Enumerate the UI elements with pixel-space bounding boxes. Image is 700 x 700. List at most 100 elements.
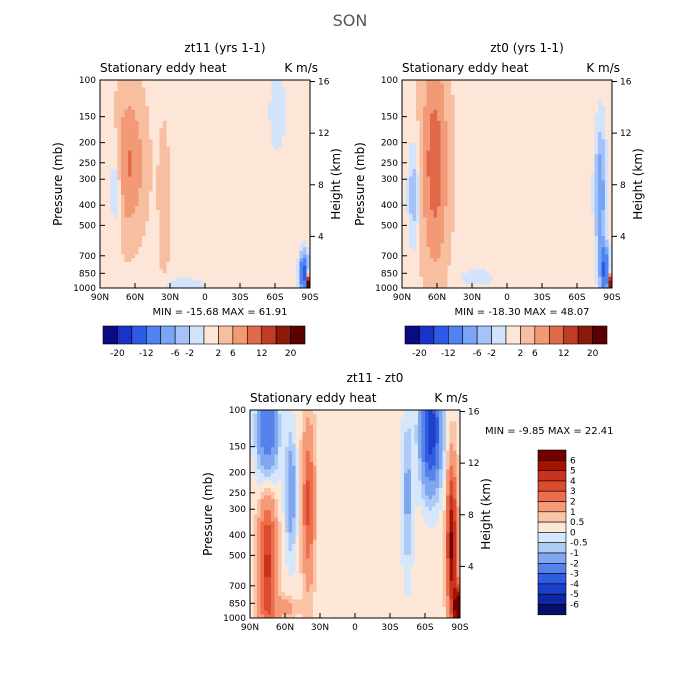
- heatmap-cell: [198, 232, 202, 237]
- heatmap-cell: [107, 135, 111, 140]
- heatmap-cell: [229, 83, 234, 88]
- heatmap-cell: [142, 146, 146, 151]
- heatmap-cell: [142, 139, 146, 144]
- heatmap-cell: [296, 210, 300, 215]
- heatmap-cell: [215, 180, 220, 185]
- heatmap-cell: [219, 113, 223, 118]
- heatmap-cell: [275, 254, 279, 259]
- heatmap-cell: [261, 184, 265, 189]
- heatmap-cell: [156, 280, 160, 285]
- heatmap-cell: [243, 236, 248, 241]
- colorbar-box: [275, 325, 291, 345]
- heatmap-cell: [194, 172, 199, 177]
- heatmap-cell: [159, 184, 164, 189]
- heatmap-cell: [468, 161, 473, 166]
- heatmap-cell: [594, 154, 599, 159]
- heatmap-cell: [545, 124, 550, 129]
- heatmap-cell: [145, 113, 150, 118]
- heatmap-cell: [124, 83, 129, 88]
- heatmap-cell: [285, 120, 290, 125]
- heatmap-cell: [278, 265, 283, 270]
- heatmap-cell: [306, 146, 311, 151]
- heatmap-cell: [275, 195, 279, 200]
- heatmap-cell: [257, 236, 262, 241]
- heatmap-cell: [458, 124, 462, 129]
- heatmap-cell: [110, 143, 115, 148]
- heatmap-cell: [201, 265, 206, 270]
- heatmap-cell: [542, 128, 546, 133]
- heatmap-cell: [282, 184, 286, 189]
- heatmap-cell: [472, 109, 476, 114]
- heatmap-cell: [103, 87, 108, 92]
- heatmap-cell: [142, 195, 146, 200]
- heatmap-cell: [570, 169, 574, 174]
- heatmap-cell: [233, 273, 237, 278]
- heatmap-cell: [121, 262, 125, 267]
- heatmap-cell: [587, 80, 592, 85]
- heatmap-cell: [103, 109, 108, 114]
- heatmap-cell: [100, 269, 104, 274]
- heatmap-cell: [433, 83, 438, 88]
- heatmap-cell: [549, 169, 553, 174]
- heatmap-cell: [573, 128, 578, 133]
- heatmap-cell: [514, 113, 518, 118]
- heatmap-cell: [472, 128, 476, 133]
- heatmap-cell: [416, 102, 420, 107]
- heatmap-cell: [257, 243, 262, 248]
- heatmap-cell: [177, 117, 181, 122]
- heatmap-cell: [591, 132, 595, 137]
- heatmap-cell: [219, 280, 223, 285]
- heatmap-cell: [142, 217, 146, 222]
- heatmap-cell: [292, 258, 297, 263]
- heatmap-cell: [219, 228, 223, 233]
- heatmap-cell: [152, 250, 157, 255]
- heatmap-cell: [271, 176, 276, 181]
- heatmap-cell: [257, 213, 262, 218]
- heatmap-cell: [226, 139, 230, 144]
- heatmap-cell: [208, 191, 213, 196]
- heatmap-cell: [135, 273, 139, 278]
- heatmap-cell: [243, 176, 248, 181]
- heatmap-cell: [247, 135, 251, 140]
- heatmap-cell: [163, 146, 167, 151]
- heatmap-cell: [173, 135, 178, 140]
- heatmap-cell: [479, 132, 483, 137]
- heatmap-cell: [278, 139, 283, 144]
- heatmap-cell: [493, 132, 497, 137]
- heatmap-cell: [552, 139, 557, 144]
- heatmap-cell: [479, 165, 483, 170]
- heatmap-cell: [296, 284, 300, 289]
- heatmap-cell: [254, 113, 258, 118]
- heatmap-cell: [430, 124, 434, 129]
- heatmap-cell: [430, 154, 434, 159]
- heatmap-cell: [215, 165, 220, 170]
- heatmap-cell: [278, 221, 283, 226]
- heatmap-cell: [156, 210, 160, 215]
- heatmap-cell: [503, 139, 508, 144]
- heatmap-cell: [447, 158, 452, 163]
- heatmap-cell: [458, 102, 462, 107]
- heatmap-cell: [479, 169, 483, 174]
- heatmap-cell: [201, 224, 206, 229]
- heatmap-cell: [114, 91, 118, 96]
- heatmap-cell: [264, 210, 269, 215]
- heatmap-cell: [222, 269, 227, 274]
- heatmap-cell: [180, 228, 185, 233]
- heatmap-cell: [219, 187, 223, 192]
- heatmap-cell: [292, 224, 297, 229]
- heatmap-cell: [142, 124, 146, 129]
- heatmap-cell: [198, 195, 202, 200]
- heatmap-cell: [306, 224, 311, 229]
- heatmap-cell: [556, 169, 560, 174]
- heatmap-cell: [285, 198, 290, 203]
- heatmap-cell: [138, 120, 143, 125]
- heatmap-cell: [591, 150, 595, 155]
- heatmap-cell: [461, 117, 466, 122]
- heatmap-cell: [285, 250, 290, 255]
- heatmap-cell: [535, 120, 539, 125]
- heatmap-cell: [306, 243, 311, 248]
- heatmap-cell: [135, 239, 139, 244]
- heatmap-cell: [584, 109, 588, 114]
- heatmap-cell: [107, 258, 111, 263]
- heatmap-cell: [226, 106, 230, 111]
